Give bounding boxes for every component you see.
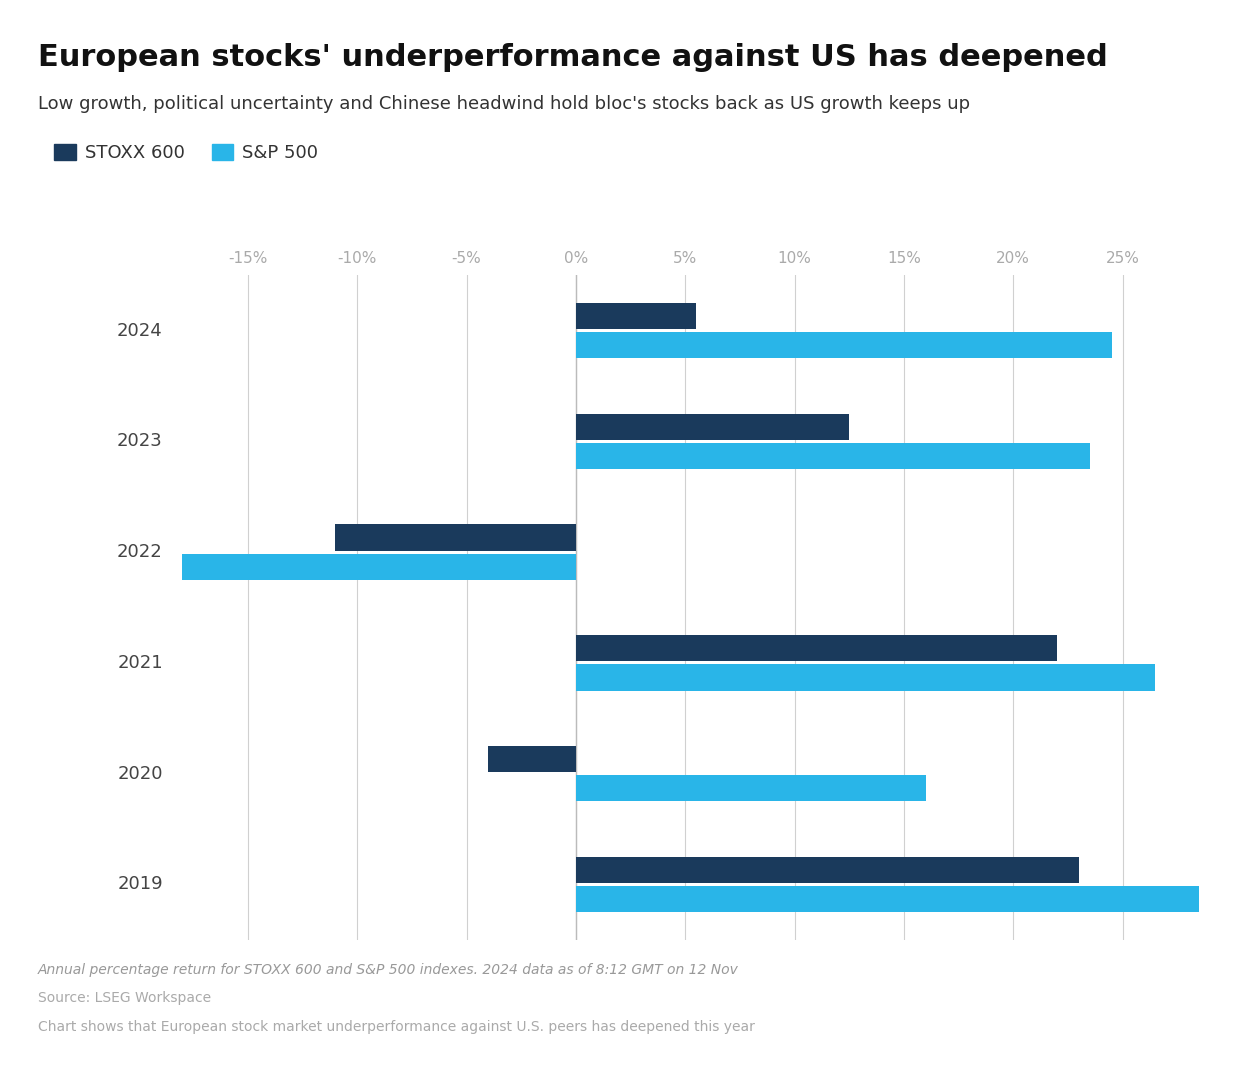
Bar: [576, 775, 925, 801]
Legend: STOXX 600, S&P 500: STOXX 600, S&P 500: [47, 136, 326, 170]
Bar: [576, 635, 1057, 661]
Bar: [576, 414, 850, 440]
Bar: [576, 664, 1155, 690]
Bar: [576, 303, 696, 329]
Bar: [489, 746, 576, 772]
Text: European stocks' underperformance against US has deepened: European stocks' underperformance agains…: [38, 43, 1107, 72]
Text: Source: LSEG Workspace: Source: LSEG Workspace: [38, 991, 211, 1005]
Text: Chart shows that European stock market underperformance against U.S. peers has d: Chart shows that European stock market u…: [38, 1020, 754, 1034]
Text: Low growth, political uncertainty and Chinese headwind hold bloc's stocks back a: Low growth, political uncertainty and Ch…: [38, 95, 970, 113]
Bar: [576, 443, 1090, 469]
Bar: [336, 525, 576, 551]
Bar: [576, 856, 1079, 882]
Text: Annual percentage return for STOXX 600 and S&P 500 indexes. 2024 data as of 8:12: Annual percentage return for STOXX 600 a…: [38, 963, 739, 977]
Bar: [150, 554, 576, 580]
Bar: [576, 333, 1111, 359]
Bar: [576, 886, 1199, 912]
